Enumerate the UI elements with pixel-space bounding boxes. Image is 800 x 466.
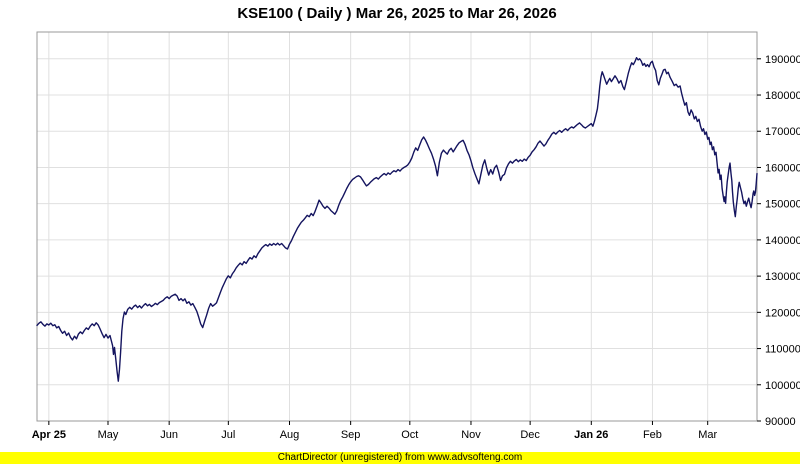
- y-gridlines: [37, 58, 757, 386]
- x-tick-label: Mar: [698, 429, 717, 441]
- x-tick-label: Sep: [341, 429, 361, 441]
- chartdirector-banner-text: ChartDirector (unregistered) from www.ad…: [277, 452, 523, 463]
- price-line: [36, 57, 758, 382]
- x-tick-label: Apr 25: [32, 429, 66, 441]
- y-axis: 90000 100000 110000 120000 130000 140000 15000…: [757, 54, 800, 428]
- x-tick-label: Nov: [461, 429, 481, 441]
- y-tick-label: 100000: [765, 380, 800, 392]
- x-tick-label: Oct: [401, 429, 418, 441]
- y-tick-label: 190000: [765, 54, 800, 66]
- y-tick-label: 180000: [765, 90, 800, 102]
- y-tick-label: 90000: [765, 416, 796, 428]
- x-tick-label: Dec: [520, 429, 540, 441]
- x-tick-label: Aug: [280, 429, 300, 441]
- chart-title: KSE100 ( Daily ) Mar 26, 2025 to Mar 26,…: [237, 5, 557, 22]
- x-tick-label: Jul: [221, 429, 235, 441]
- chartdirector-banner: ChartDirector (unregistered) from www.ad…: [0, 452, 800, 464]
- y-tick-label: 120000: [765, 307, 800, 319]
- plot-border: [36, 31, 758, 422]
- y-tick-label: 150000: [765, 199, 800, 211]
- x-axis: Apr 25 May Jun Jul Aug Sep Oct Nov Dec Jan 26 Feb M…: [32, 421, 717, 441]
- x-tick-label: Jun: [160, 429, 178, 441]
- x-tick-label: Feb: [643, 429, 662, 441]
- y-tick-label: 170000: [765, 126, 800, 138]
- x-tick-label: Jan 26: [574, 429, 608, 441]
- y-tick-label: 130000: [765, 271, 800, 283]
- y-tick-label: 140000: [765, 235, 800, 247]
- x-gridlines: [48, 32, 709, 421]
- y-tick-label: 160000: [765, 162, 800, 174]
- y-tick-label: 110000: [765, 344, 800, 356]
- x-tick-label: May: [98, 429, 119, 441]
